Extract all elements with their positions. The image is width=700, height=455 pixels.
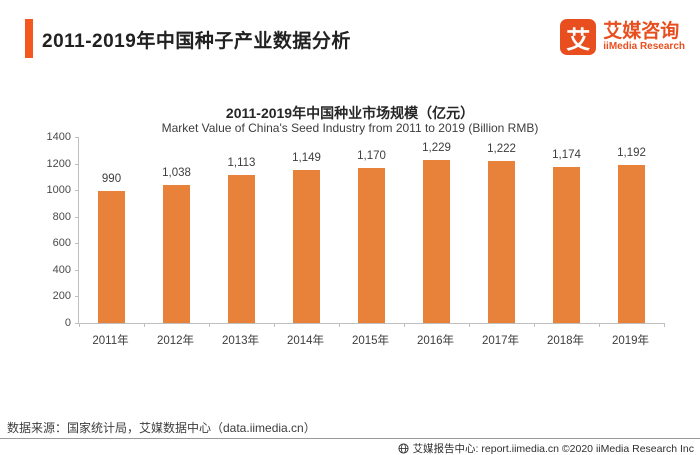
y-axis-tick: [75, 269, 79, 271]
y-axis-tick-label: 0: [64, 317, 71, 329]
footer-divider: [0, 438, 700, 439]
report-center-line: 艾媒报告中心: report.iimedia.cn ©2020 iiMedia …: [398, 441, 694, 455]
bar-value-label: 990: [101, 173, 122, 186]
x-axis-category-label: 2015年: [351, 335, 390, 347]
x-axis-category-label: 2011年: [92, 335, 129, 347]
x-axis-category-label: 2013年: [221, 335, 260, 347]
accent-bar: [25, 19, 33, 58]
x-axis-tick: [534, 323, 535, 327]
x-axis-tick: [79, 323, 80, 327]
page-title: 2011-2019年中国种子产业数据分析: [42, 31, 351, 52]
y-axis-tick-label: 1400: [46, 131, 71, 143]
bar: [293, 170, 320, 323]
x-axis-category-label: 2016年: [416, 335, 455, 347]
y-axis-tick-label: 600: [52, 237, 71, 250]
iimedia-logo: 艾 艾媒咨询 iiMedia Research: [560, 19, 685, 55]
y-axis-tick-label: 400: [52, 263, 71, 276]
y-axis-tick: [75, 323, 79, 324]
x-axis-tick: [469, 323, 470, 327]
x-axis-tick: [599, 323, 600, 327]
y-axis-tick: [75, 163, 79, 165]
data-source-note: 数据来源：国家统计局，艾媒数据中心（data.iimedia.cn）: [7, 421, 316, 435]
y-axis-tick: [75, 243, 79, 245]
x-axis-tick: [339, 323, 340, 327]
bar-value-label: 1,038: [162, 167, 191, 180]
bar-value-label: 1,174: [552, 149, 581, 162]
bar-value-label: 1,113: [227, 157, 256, 170]
x-axis-tick: [664, 323, 665, 327]
bar: [618, 164, 645, 323]
bar-value-label: 1,170: [357, 149, 386, 162]
bar-value-label: 1,149: [292, 152, 321, 165]
logo-name-cn: 艾媒咨询: [603, 20, 680, 42]
bar: [488, 160, 515, 323]
report-center-icon: [398, 443, 409, 454]
x-axis-tick: [209, 323, 210, 327]
y-axis-tick-label: 200: [52, 290, 71, 303]
x-axis-category-label: 2017年: [481, 335, 520, 347]
y-axis-tick-label: 1000: [46, 184, 71, 197]
x-axis-tick: [404, 323, 405, 327]
bar: [423, 159, 450, 323]
x-axis-category-label: 2018年: [546, 335, 585, 347]
y-axis-tick-label: 1200: [46, 157, 71, 170]
x-axis-category-label: 2012年: [156, 335, 195, 347]
bar: [553, 167, 580, 323]
plot-area: 1400 1200 1000 800 600 400 200 0 990 1,038 1,113 1,…: [47, 131, 665, 329]
y-axis-tick: [75, 137, 79, 138]
bar: [228, 175, 255, 323]
chart-title: 2011-2019年中国种业市场规模（亿元）: [225, 105, 475, 121]
bar: [98, 191, 125, 323]
bar-value-label: 1,229: [422, 141, 451, 154]
y-axis-tick: [75, 190, 79, 192]
report-center-text: 艾媒报告中心: report.iimedia.cn ©2020 iiMedia …: [412, 443, 694, 455]
x-axis-tick: [144, 323, 145, 327]
y-axis-tick: [75, 216, 79, 218]
chart-subtitle: Market Value of China's Seed Industry fr…: [161, 121, 539, 135]
logo-text: 艾媒咨询 iiMedia Research: [603, 20, 685, 52]
x-axis-tick: [274, 323, 275, 327]
bar: [358, 167, 385, 323]
bar-value-label: 1,192: [617, 146, 646, 159]
y-axis-tick: [75, 296, 79, 298]
x-axis-labels: 2011年 2012年 2013年 2014年 2015年 2016年 2017年 2018年…: [78, 332, 663, 348]
logo-name-en: iiMedia Research: [603, 40, 685, 52]
bar-value-label: 1,222: [487, 142, 516, 155]
x-axis-category-label: 2019年: [611, 335, 650, 347]
x-axis-category-label: 2014年: [286, 335, 325, 347]
y-axis-tick-label: 800: [52, 210, 71, 223]
bar: [163, 185, 190, 323]
iimedia-logo-icon: 艾: [560, 19, 597, 55]
